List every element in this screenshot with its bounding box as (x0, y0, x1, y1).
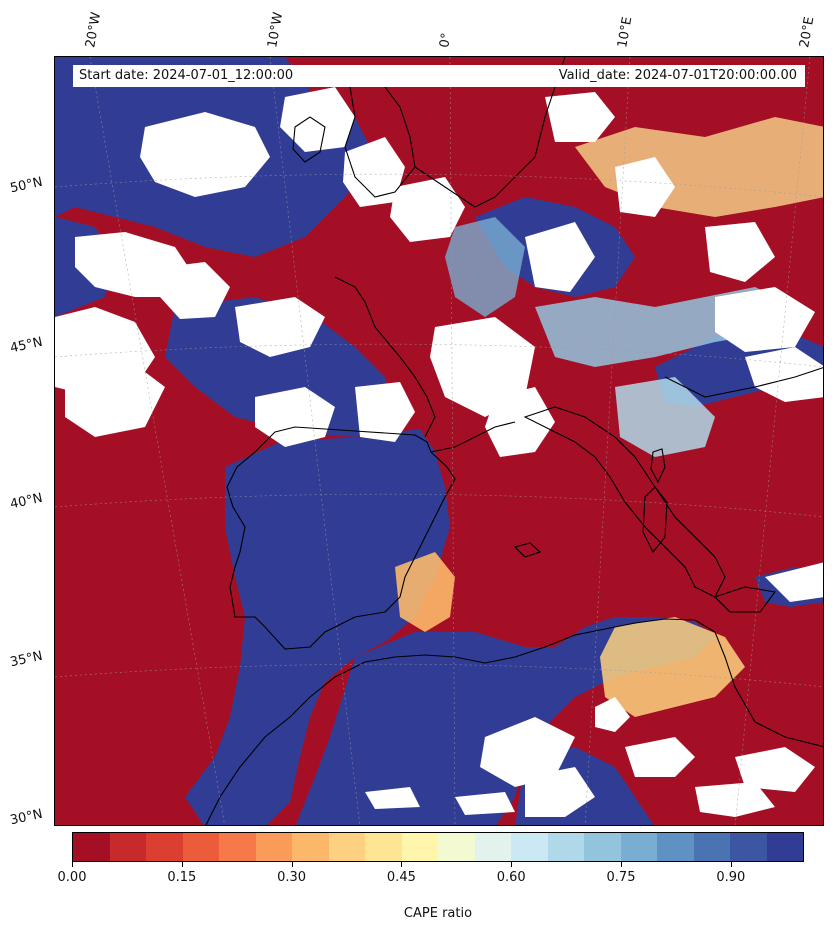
colorbar-segment (182, 833, 219, 861)
field-transition-france (445, 217, 525, 317)
lat-label-50n: 50°N (8, 174, 44, 197)
coastline-france-med (430, 421, 516, 453)
colorbar-segment (547, 833, 584, 861)
coastline-balearics (513, 542, 542, 558)
colorbar-label: CAPE ratio (403, 906, 473, 921)
colorbar-tick (621, 862, 622, 867)
colorbar-segment (730, 833, 767, 861)
coastline-sicily (713, 586, 776, 613)
colorbar-segment (146, 833, 183, 861)
valid-date-text: Valid_date: 2024-07-01T20:00:00.00 (558, 68, 797, 83)
colorbar-segment (474, 833, 511, 861)
colorbar (72, 832, 804, 862)
colorbar-segment (109, 833, 146, 861)
colorbar-tick-label: 0.60 (496, 870, 526, 885)
colorbar-tick-label: 0.45 (386, 870, 416, 885)
colorbar-segment (328, 833, 365, 861)
coastline-north-africa (205, 618, 823, 825)
date-header: Start date: 2024-07-01_12:00:00 Valid_da… (73, 65, 805, 87)
colorbar-segment (255, 833, 292, 861)
colorbar-tick-label: 0.30 (277, 870, 307, 885)
lon-label-0: 0° (437, 31, 455, 49)
coastline-balkans (664, 367, 823, 398)
coastline-iberia (226, 426, 456, 650)
colorbar-segment (693, 833, 730, 861)
colorbar-segment (511, 833, 548, 861)
cape-ratio-map (55, 57, 823, 825)
colorbar-tick-label: 0.90 (716, 870, 746, 885)
field-blue-iberia-atlantic (185, 429, 450, 825)
lon-label-20e: 20°E (797, 15, 818, 49)
map-panel: Start date: 2024-07-01_12:00:00 Valid_da… (54, 56, 824, 826)
colorbar-segment (584, 833, 621, 861)
lon-label-10e: 10°E (615, 15, 636, 49)
lat-label-35n: 35°N (8, 648, 44, 671)
coastline-corsica (650, 448, 666, 484)
colorbar-segment (766, 833, 803, 861)
coastline-ireland (292, 116, 326, 163)
coastline-sardinia (642, 486, 668, 554)
colorbar-tick-label: 0.15 (167, 870, 197, 885)
lon-label-20w: 20°W (83, 11, 105, 50)
colorbar-tick-label: 0.75 (606, 870, 636, 885)
start-date-text: Start date: 2024-07-01_12:00:00 (79, 68, 294, 83)
coastlines (205, 57, 823, 825)
colorbar-tick (730, 862, 732, 867)
lat-label-45n: 45°N (8, 334, 44, 357)
field-transition-balkans (615, 377, 715, 457)
colorbar-segment (219, 833, 256, 861)
coastline-britain (344, 86, 416, 198)
colorbar-segment (365, 833, 402, 861)
coastline-france-west (334, 276, 436, 438)
colorbar-tick-label: 0.00 (57, 870, 87, 885)
colorbar-segment (73, 833, 110, 861)
coastline-europe-north (414, 57, 566, 208)
colorbar-tick (401, 862, 403, 867)
colorbar-tick (511, 862, 513, 867)
colorbar-tick (291, 862, 293, 867)
field-blue-biscay (165, 297, 395, 437)
colorbar-segment (620, 833, 657, 861)
colorbar-segment (657, 833, 694, 861)
gridlines (55, 57, 823, 825)
lat-label-40n: 40°N (8, 490, 44, 513)
field-transition-spain-east (395, 552, 455, 632)
colorbar-tick (72, 862, 73, 867)
field-transition-north-africa (600, 617, 745, 717)
lon-label-10w: 10°W (265, 11, 287, 50)
colorbar-segment (292, 833, 329, 861)
colorbar-segment (401, 833, 438, 861)
missing-data-patches (55, 87, 823, 817)
colorbar-segment (438, 833, 475, 861)
colorbar-tick (181, 862, 183, 867)
lat-label-30n: 30°N (8, 806, 44, 829)
